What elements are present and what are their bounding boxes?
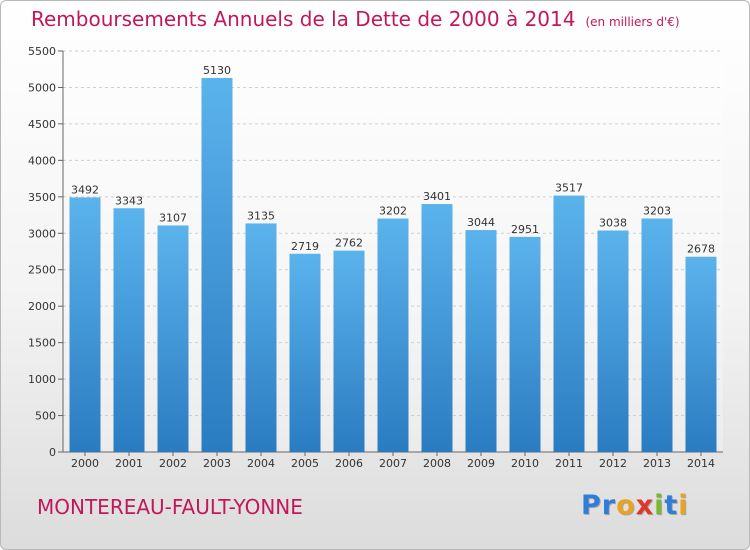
bar bbox=[201, 77, 233, 452]
x-tick-label: 2007 bbox=[379, 457, 407, 470]
logo-letter: i bbox=[654, 490, 665, 521]
y-tick-label: 1000 bbox=[28, 373, 56, 386]
y-tick-label: 4000 bbox=[28, 154, 56, 167]
logo-letter: t bbox=[664, 490, 679, 521]
bar bbox=[377, 218, 409, 452]
bar bbox=[113, 208, 145, 452]
x-tick-label: 2001 bbox=[115, 457, 143, 470]
bar bbox=[245, 223, 277, 452]
y-tick-label: 4500 bbox=[28, 118, 56, 131]
bar-value-label: 2678 bbox=[687, 243, 715, 256]
bar-value-label: 5130 bbox=[203, 64, 231, 77]
logo-letter: i bbox=[678, 490, 689, 521]
bar bbox=[509, 236, 541, 452]
y-tick-label: 2500 bbox=[28, 264, 56, 277]
y-tick-label: 0 bbox=[49, 446, 56, 459]
bar-value-label: 3343 bbox=[115, 194, 143, 207]
bar bbox=[421, 204, 453, 452]
bar-value-label: 3517 bbox=[555, 182, 583, 195]
proxiti-logo: Proxiti bbox=[581, 490, 689, 521]
x-tick-label: 2013 bbox=[643, 457, 671, 470]
bar bbox=[597, 230, 629, 452]
bar-value-label: 3044 bbox=[467, 216, 495, 229]
y-tick-label: 3000 bbox=[28, 227, 56, 240]
y-tick-label: 500 bbox=[35, 410, 56, 423]
chart-title-block: Remboursements Annuels de la Dette de 20… bbox=[31, 7, 680, 31]
x-tick-label: 2008 bbox=[423, 457, 451, 470]
bar bbox=[553, 195, 585, 452]
x-tick-label: 2004 bbox=[247, 457, 275, 470]
logo-letter: r bbox=[601, 490, 617, 521]
chart-title: Remboursements Annuels de la Dette de 20… bbox=[31, 7, 576, 31]
bar bbox=[289, 253, 321, 452]
x-tick-label: 2006 bbox=[335, 457, 363, 470]
y-tick-label: 1500 bbox=[28, 337, 56, 350]
location-label: MONTEREAU-FAULT-YONNE bbox=[37, 495, 303, 519]
y-tick-label: 5500 bbox=[28, 45, 56, 58]
y-tick-label: 3500 bbox=[28, 191, 56, 204]
x-tick-label: 2010 bbox=[511, 457, 539, 470]
x-tick-label: 2011 bbox=[555, 457, 583, 470]
x-tick-label: 2005 bbox=[291, 457, 319, 470]
bar-value-label: 3038 bbox=[599, 217, 627, 230]
bar-value-label: 3135 bbox=[247, 209, 275, 222]
x-tick-label: 2014 bbox=[687, 457, 715, 470]
x-tick-label: 2009 bbox=[467, 457, 495, 470]
logo-letter: P bbox=[581, 490, 602, 521]
x-tick-label: 2002 bbox=[159, 457, 187, 470]
bar-value-label: 3401 bbox=[423, 190, 451, 203]
bar bbox=[157, 225, 189, 452]
bar-value-label: 2951 bbox=[511, 223, 539, 236]
bar bbox=[465, 230, 497, 452]
bar-value-label: 2719 bbox=[291, 240, 319, 253]
bar bbox=[69, 197, 101, 452]
x-tick-label: 2000 bbox=[71, 457, 99, 470]
logo-letter: o bbox=[616, 490, 636, 521]
y-tick-label: 2000 bbox=[28, 300, 56, 313]
x-tick-label: 2012 bbox=[599, 457, 627, 470]
bar-value-label: 3202 bbox=[379, 205, 407, 218]
bar bbox=[333, 250, 365, 452]
chart-subtitle: (en milliers d'€) bbox=[585, 15, 680, 29]
bar bbox=[685, 256, 717, 452]
bar-value-label: 3203 bbox=[643, 204, 671, 217]
y-tick-label: 5000 bbox=[28, 81, 56, 94]
x-tick-label: 2003 bbox=[203, 457, 231, 470]
bar-value-label: 2762 bbox=[335, 237, 363, 250]
bar bbox=[641, 218, 673, 452]
logo-letter: x bbox=[635, 490, 655, 521]
bar-value-label: 3107 bbox=[159, 211, 187, 224]
bar-value-label: 3492 bbox=[71, 183, 99, 196]
